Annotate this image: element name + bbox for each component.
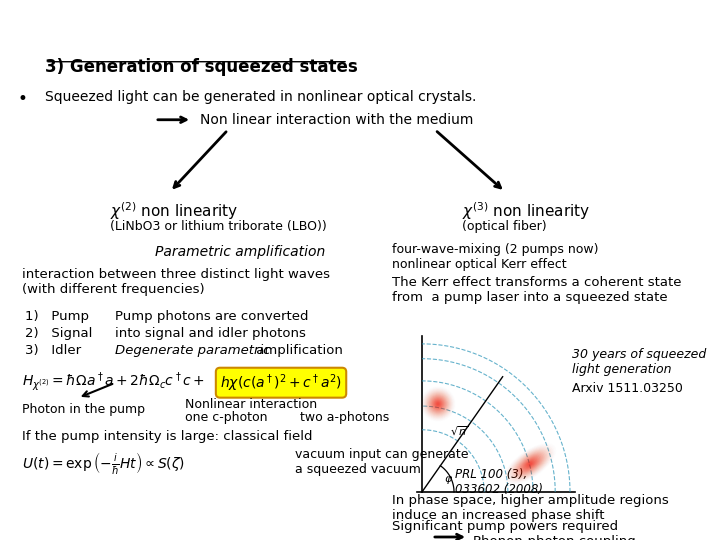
Text: vacuum input can generate
a squeezed vacuum: vacuum input can generate a squeezed vac… bbox=[295, 448, 469, 476]
Text: $h\chi\left(c(a^\dagger)^2 + c^\dagger a^2\right)$: $h\chi\left(c(a^\dagger)^2 + c^\dagger a… bbox=[220, 372, 342, 394]
Text: If the pump intensity is large: classical field: If the pump intensity is large: classica… bbox=[22, 430, 312, 443]
Text: The Kerr effect transforms a coherent state
from  a pump laser into a squeezed s: The Kerr effect transforms a coherent st… bbox=[392, 276, 682, 304]
Ellipse shape bbox=[527, 462, 533, 466]
Ellipse shape bbox=[431, 396, 446, 411]
Ellipse shape bbox=[521, 457, 539, 471]
Ellipse shape bbox=[435, 401, 441, 407]
Ellipse shape bbox=[516, 453, 544, 475]
Text: $\chi^{(3)}$ non linearity: $\chi^{(3)}$ non linearity bbox=[462, 200, 590, 221]
Text: •: • bbox=[18, 90, 28, 108]
Text: $\chi^{(2)}$ non linearity: $\chi^{(2)}$ non linearity bbox=[110, 200, 238, 221]
Ellipse shape bbox=[436, 402, 440, 406]
Text: $\varphi$: $\varphi$ bbox=[444, 474, 453, 486]
Ellipse shape bbox=[524, 460, 536, 469]
Ellipse shape bbox=[523, 458, 537, 470]
Text: (optical fiber): (optical fiber) bbox=[462, 220, 546, 233]
Ellipse shape bbox=[428, 394, 447, 414]
Text: Nonlinear interaction: Nonlinear interaction bbox=[185, 398, 317, 411]
Ellipse shape bbox=[434, 400, 442, 408]
Ellipse shape bbox=[428, 394, 449, 414]
Text: 3)   Idler: 3) Idler bbox=[25, 344, 81, 357]
Text: 1)   Pump: 1) Pump bbox=[25, 310, 89, 323]
Ellipse shape bbox=[528, 463, 531, 465]
Text: Significant pump powers required: Significant pump powers required bbox=[392, 520, 618, 533]
Text: Non linear interaction with the medium: Non linear interaction with the medium bbox=[200, 113, 473, 127]
Ellipse shape bbox=[526, 461, 534, 467]
Text: 2)   Signal: 2) Signal bbox=[25, 327, 92, 340]
Ellipse shape bbox=[431, 397, 445, 410]
Text: 30 years of squeezed
light generation: 30 years of squeezed light generation bbox=[572, 348, 706, 376]
Text: Photon in the pump: Photon in the pump bbox=[22, 403, 145, 416]
Text: (LiNbO3 or lithium triborate (LBO)): (LiNbO3 or lithium triborate (LBO)) bbox=[110, 220, 327, 233]
Text: In phase space, higher amplitude regions
induce an increased phase shift: In phase space, higher amplitude regions… bbox=[392, 494, 669, 522]
Ellipse shape bbox=[518, 455, 541, 473]
Text: Degenerate parametric: Degenerate parametric bbox=[115, 344, 271, 357]
Text: Squeezed light can be generated in nonlinear optical crystals.: Squeezed light can be generated in nonli… bbox=[45, 90, 477, 104]
Ellipse shape bbox=[433, 399, 443, 409]
Text: one c-photon: one c-photon bbox=[185, 411, 268, 424]
Ellipse shape bbox=[514, 451, 546, 476]
Text: $\sqrt{n}$: $\sqrt{n}$ bbox=[450, 425, 469, 438]
Text: two a-photons: two a-photons bbox=[300, 411, 390, 424]
Ellipse shape bbox=[432, 399, 444, 409]
Text: PRL 100 (3),
033602 (2008): PRL 100 (3), 033602 (2008) bbox=[455, 468, 543, 496]
Text: 3) Generation of squeezed states: 3) Generation of squeezed states bbox=[45, 58, 358, 76]
Text: four-wave-mixing (2 pumps now)
nonlinear optical Kerr effect: four-wave-mixing (2 pumps now) nonlinear… bbox=[392, 243, 598, 271]
Text: $H_{\chi^{(2)}} = \hbar\Omega a^\dagger a + 2\hbar\Omega_c c^\dagger c + $: $H_{\chi^{(2)}} = \hbar\Omega a^\dagger … bbox=[22, 370, 204, 393]
Ellipse shape bbox=[520, 456, 540, 472]
Ellipse shape bbox=[430, 395, 446, 413]
Text: Pump photons are converted: Pump photons are converted bbox=[115, 310, 308, 323]
Text: amplification: amplification bbox=[252, 344, 343, 357]
Ellipse shape bbox=[437, 403, 439, 405]
Text: into signal and idler photons: into signal and idler photons bbox=[115, 327, 306, 340]
Ellipse shape bbox=[517, 454, 543, 474]
Text: $U(t) = \exp\left(-\frac{i}{\hbar}Ht\right) \propto S(\zeta)$: $U(t) = \exp\left(-\frac{i}{\hbar}Ht\rig… bbox=[22, 450, 185, 476]
Text: Arxiv 1511.03250: Arxiv 1511.03250 bbox=[572, 382, 683, 395]
Text: Phonon-photon coupling: Phonon-photon coupling bbox=[473, 535, 636, 540]
Text: interaction between three distinct light waves
(with different frequencies): interaction between three distinct light… bbox=[22, 268, 330, 296]
Text: Parametric amplification: Parametric amplification bbox=[155, 245, 325, 259]
